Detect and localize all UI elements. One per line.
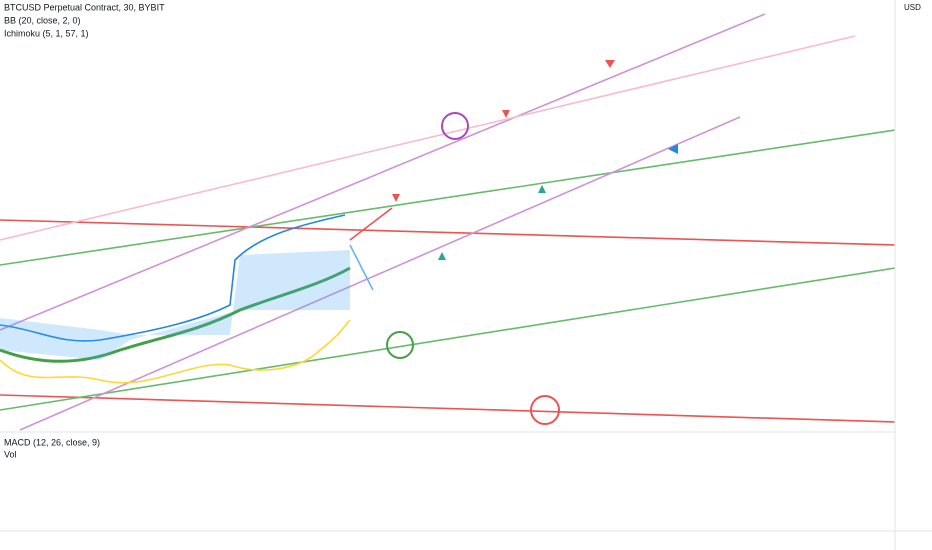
cloud xyxy=(0,250,350,360)
trend-line xyxy=(0,35,856,241)
trend-line xyxy=(0,394,896,423)
bb-upper xyxy=(0,214,346,342)
price-axis xyxy=(895,0,932,550)
trend-line xyxy=(19,116,741,431)
trend-line xyxy=(0,129,896,266)
volume-label: Vol xyxy=(4,449,17,459)
currency: USD xyxy=(904,3,921,12)
arrow xyxy=(349,244,374,291)
left-arrow xyxy=(668,144,678,154)
sad-icon xyxy=(530,395,560,425)
neutral-icon xyxy=(386,331,414,359)
smile-icon xyxy=(441,112,469,140)
drawings xyxy=(0,13,896,431)
bb-basis xyxy=(0,266,351,363)
macd-title: MACD (12, 26, close, 9) xyxy=(4,437,100,447)
indicator: BB (20, close, 2, 0) xyxy=(4,15,81,25)
ichimoku-line xyxy=(0,319,351,384)
trend-line xyxy=(0,267,896,411)
trend-line xyxy=(0,13,766,331)
emoji xyxy=(386,60,678,425)
chart-title: BTCUSD Perpetual Contract, 30, BYBIT xyxy=(4,2,165,12)
trend-line xyxy=(0,219,896,246)
indicator: Ichimoku (5, 1, 57, 1) xyxy=(4,28,89,38)
arrow xyxy=(349,207,393,241)
